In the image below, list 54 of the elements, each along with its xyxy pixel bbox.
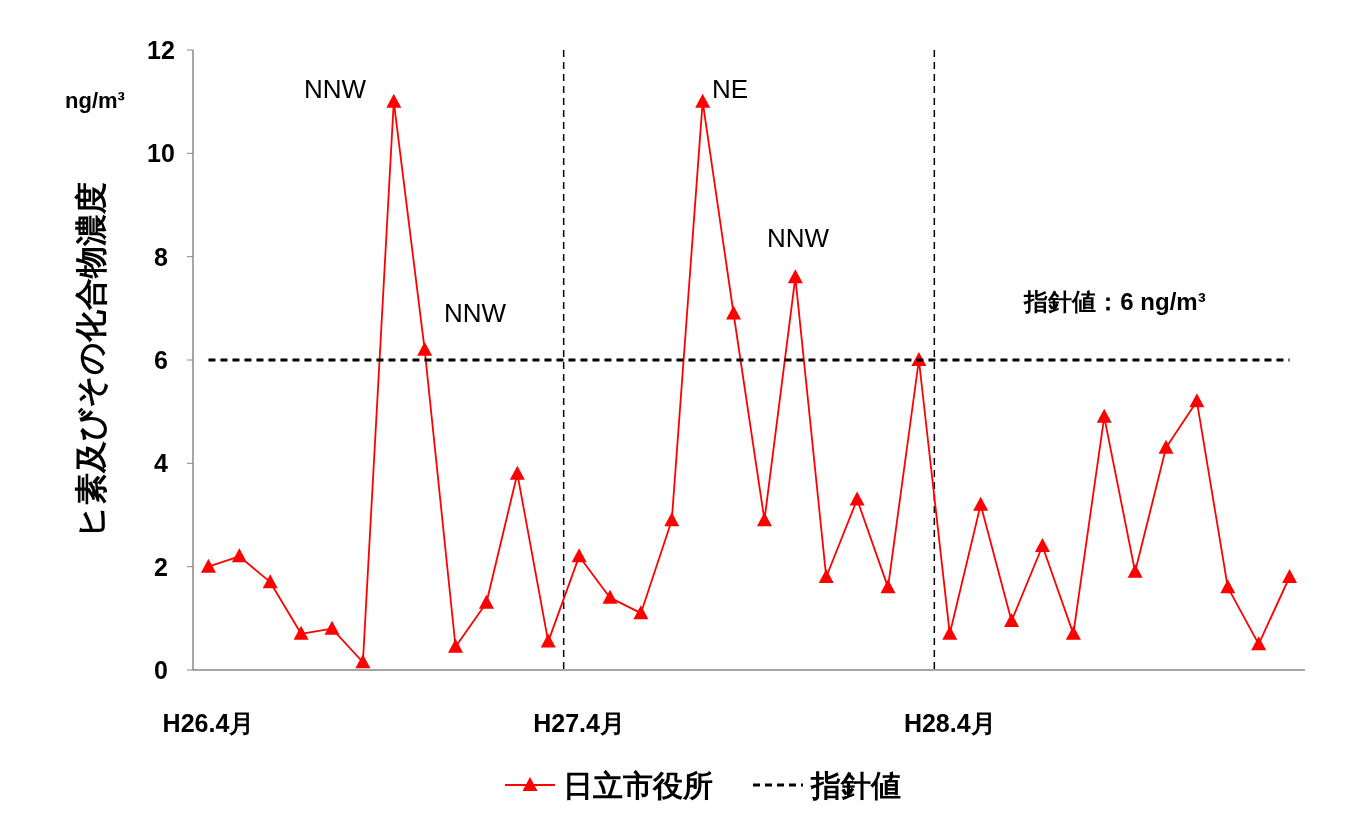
point — [355, 654, 371, 669]
point — [1127, 563, 1143, 578]
point — [756, 512, 772, 527]
point — [633, 605, 649, 620]
y-tick-label: 8 — [154, 242, 169, 271]
point — [417, 341, 433, 356]
point — [540, 633, 556, 648]
y-tick-label: 0 — [154, 656, 168, 684]
annotation: NNW — [303, 74, 367, 104]
point — [262, 574, 278, 589]
point — [695, 93, 711, 108]
y-tick-label: 6 — [154, 346, 168, 374]
point — [1096, 408, 1112, 423]
point — [1251, 636, 1267, 651]
point — [1065, 625, 1081, 640]
point — [849, 491, 865, 506]
point — [571, 548, 587, 563]
x-tick-label: H26.4月 — [162, 709, 255, 737]
y-tick-label: 2 — [154, 552, 168, 581]
legend-label: 指針値 — [810, 769, 901, 802]
point — [478, 594, 494, 609]
point — [664, 512, 680, 527]
point — [1189, 393, 1205, 408]
point — [973, 496, 989, 511]
point — [942, 625, 958, 640]
legend-label: 日立市役所 — [563, 769, 713, 802]
annotation: NNW — [766, 223, 830, 253]
annotation: NNW — [443, 298, 507, 328]
point — [200, 558, 216, 573]
point — [293, 625, 309, 640]
y-tick-label: 10 — [147, 139, 175, 168]
point — [1220, 579, 1236, 594]
point — [787, 269, 803, 284]
point — [1034, 538, 1050, 552]
point — [1004, 612, 1020, 627]
point — [726, 305, 742, 320]
point — [386, 93, 402, 108]
annotation: NE — [711, 74, 749, 104]
point — [509, 465, 525, 480]
x-tick-label: H27.4月 — [533, 709, 625, 737]
y-tick-label: 4 — [154, 449, 169, 478]
point — [1282, 569, 1298, 583]
point — [1158, 439, 1174, 454]
annotation: 指針値：6 ng/m³ — [1023, 288, 1206, 315]
point — [231, 548, 247, 563]
point — [602, 589, 618, 604]
y-axis-title: ヒ素及びその化合物濃度 — [73, 182, 109, 538]
point — [448, 638, 464, 653]
point — [324, 620, 340, 635]
x-tick-label: H28.4月 — [903, 709, 996, 737]
point — [818, 569, 834, 583]
text: ng/m³ — [65, 88, 125, 113]
y-tick-label: 12 — [147, 36, 175, 64]
point — [880, 579, 896, 594]
